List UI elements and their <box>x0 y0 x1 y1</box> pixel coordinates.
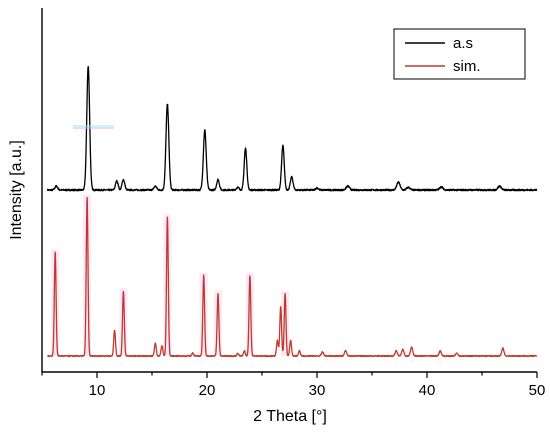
peak-highlight <box>83 194 92 356</box>
peak-highlight <box>51 249 60 356</box>
x-ticks: 10 20 30 40 50 <box>41 372 546 399</box>
legend: a.s sim. <box>393 28 526 80</box>
peak-highlight <box>199 272 208 356</box>
series-line-a-s <box>46 65 538 192</box>
peak-highlight <box>245 272 254 356</box>
series-layer <box>46 65 538 358</box>
peak-highlight <box>163 214 172 356</box>
legend-box <box>393 28 526 80</box>
axes <box>41 8 537 373</box>
x-axis-title: 2 Theta [°] <box>253 408 327 425</box>
legend-label-a-s: a.s <box>453 35 473 52</box>
series-line-sim <box>47 196 538 358</box>
x-tick-label: 50 <box>529 382 546 399</box>
peak-highlight <box>119 288 128 356</box>
x-tick-label: 40 <box>419 382 436 399</box>
peak-highlight-bands <box>51 194 290 356</box>
peak-highlight <box>214 291 222 356</box>
x-tick-label: 30 <box>309 382 326 399</box>
peak-highlight <box>281 291 290 356</box>
legend-label-sim: sim. <box>453 58 481 75</box>
x-tick-label: 20 <box>199 382 216 399</box>
y-axis-title: Intensity [a.u.] <box>8 140 25 240</box>
x-tick-label: 10 <box>89 382 106 399</box>
